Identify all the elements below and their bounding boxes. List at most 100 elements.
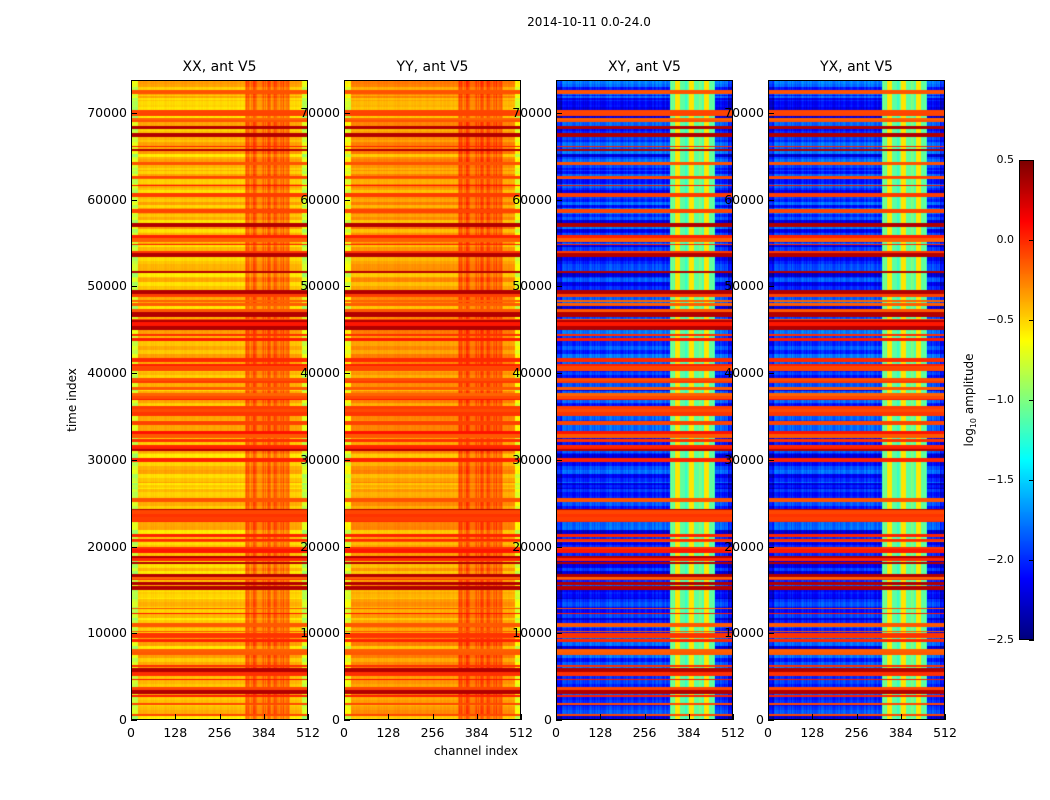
y-tick-mark [556,286,562,288]
colorbar-tick-mark [1029,160,1034,161]
x-tick-label: 256 [632,725,657,740]
y-tick-mark [556,720,562,721]
colorbar-tick-label: 0.0 [996,233,1015,246]
x-tick-mark [521,714,522,720]
y-tick-mark [556,199,562,201]
heatmap-image [345,81,520,719]
x-tick-mark [768,714,769,720]
y-tick-mark [344,112,350,114]
x-tick-label: 512 [296,725,320,740]
x-tick-label: 0 [764,725,772,740]
colorbar-tick-mark [1029,640,1034,641]
y-tick-label: 10000 [87,625,127,641]
y-tick-label: 70000 [724,104,764,120]
x-tick-mark [600,714,602,720]
colorbar-tick-mark [1029,320,1034,321]
y-tick-mark [768,459,774,461]
colorbar-tick-label: −2.0 [987,553,1014,566]
y-tick-label: 50000 [724,278,764,294]
heatmap-image [132,81,307,719]
y-tick-mark [131,373,137,375]
y-axis-label: time index [65,368,79,432]
colorbar-tick-label: −1.0 [987,393,1014,406]
heatmap-panel-yy [344,80,521,720]
panel-title: XX, ant V5 [182,59,257,75]
x-tick-label: 256 [844,725,869,740]
x-tick-label: 256 [420,725,445,740]
y-tick-label: 0 [544,712,552,727]
y-tick-mark [768,633,774,635]
x-tick-mark [556,714,557,720]
x-tick-label: 384 [464,725,489,740]
y-tick-label: 70000 [87,104,127,120]
x-tick-mark [688,714,690,720]
x-tick-mark [219,714,221,720]
y-tick-label: 40000 [87,365,127,381]
y-tick-label: 40000 [300,365,340,381]
y-tick-label: 50000 [512,278,552,294]
y-tick-label: 40000 [724,365,764,381]
y-tick-label: 60000 [300,191,340,207]
heatmap-image [769,81,944,719]
y-tick-label: 60000 [512,191,552,207]
x-tick-mark [733,714,734,720]
x-tick-mark [856,714,858,720]
y-tick-label: 40000 [512,365,552,381]
colorbar-tick-label: −2.5 [987,633,1014,646]
panel-title: XY, ant V5 [608,59,681,75]
y-tick-mark [131,546,137,548]
figure-title: 2014-10-11 0.0-24.0 [527,15,651,29]
y-tick-label: 70000 [512,104,552,120]
panel-title: YY, ant V5 [396,59,469,75]
colorbar-tick-label: −1.5 [987,473,1014,486]
y-tick-mark [344,373,350,375]
y-tick-mark [556,633,562,635]
y-tick-label: 10000 [724,625,764,641]
x-tick-mark [812,714,814,720]
y-tick-label: 30000 [87,451,127,467]
y-tick-mark [131,459,137,461]
y-tick-label: 20000 [724,538,764,554]
heatmap-panel-xy [556,80,733,720]
x-tick-label: 0 [552,725,560,740]
x-tick-label: 128 [588,725,613,740]
x-tick-mark [432,714,434,720]
y-tick-label: 20000 [512,538,552,554]
colorbar-label: log10 amplitude [962,354,978,447]
y-tick-label: 50000 [87,278,127,294]
y-tick-label: 50000 [300,278,340,294]
y-tick-mark [131,199,137,201]
x-tick-label: 512 [509,725,533,740]
y-tick-mark [344,720,350,721]
x-tick-label: 256 [207,725,232,740]
x-tick-label: 512 [721,725,745,740]
x-tick-label: 384 [888,725,913,740]
x-tick-label: 0 [340,725,348,740]
colorbar-tick-mark [1029,400,1034,401]
y-tick-mark [344,286,350,288]
y-tick-label: 60000 [87,191,127,207]
y-tick-label: 30000 [512,451,552,467]
y-tick-mark [768,720,774,721]
heatmap-panel-yx [768,80,945,720]
colorbar-tick-mark [1029,560,1034,561]
y-tick-mark [344,546,350,548]
y-tick-mark [556,459,562,461]
x-tick-label: 128 [376,725,401,740]
y-tick-mark [768,112,774,114]
x-tick-mark [308,714,309,720]
y-tick-label: 10000 [300,625,340,641]
x-tick-mark [945,714,946,720]
x-tick-mark [175,714,177,720]
x-tick-label: 0 [127,725,135,740]
y-tick-mark [131,112,137,114]
x-tick-mark [644,714,646,720]
colorbar-tick-label: 0.5 [996,153,1015,166]
y-tick-label: 0 [332,712,340,727]
x-tick-label: 128 [800,725,825,740]
y-tick-mark [768,373,774,375]
y-tick-label: 10000 [512,625,552,641]
x-axis-label: channel index [433,744,519,758]
x-tick-mark [476,714,478,720]
